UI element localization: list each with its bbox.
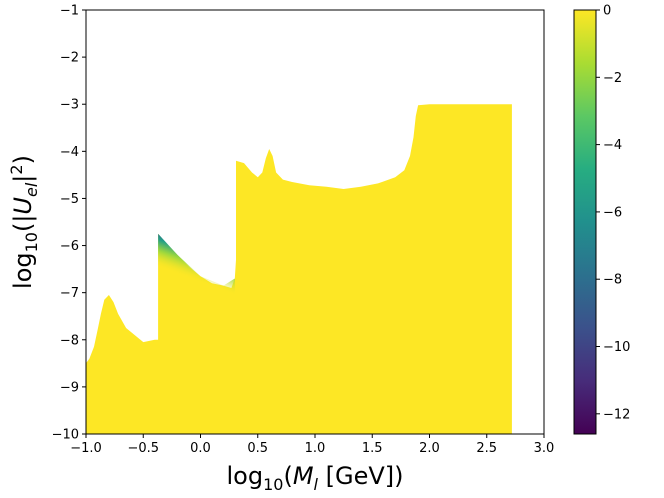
- y-tick-label: −4: [60, 145, 79, 160]
- colorbar-tick-label: −8: [603, 273, 622, 288]
- allowed-region: [86, 104, 512, 434]
- gradient-band: [158, 233, 235, 319]
- x-tick-label: 1.0: [305, 441, 326, 456]
- x-axis-title: log10(Ml [GeV]): [227, 462, 404, 494]
- colorbar-tick-label: −2: [603, 71, 622, 86]
- x-tick-label: 0.5: [247, 441, 268, 456]
- x-tick-label: 2.5: [476, 441, 497, 456]
- colorbar: [573, 9, 597, 435]
- x-tick-label: 1.5: [362, 441, 383, 456]
- colorbar-tick-label: 0: [603, 4, 611, 19]
- colorbar-tick-label: −10: [603, 340, 630, 355]
- x-tick-label: 0.0: [190, 441, 211, 456]
- y-tick-label: −2: [60, 51, 79, 66]
- y-tick-label: −3: [60, 98, 79, 113]
- y-axis-title: log10(|Uel|2): [7, 155, 41, 289]
- y-tick-label: −10: [52, 428, 79, 443]
- colorbar-tick-label: −12: [603, 407, 630, 422]
- y-tick-label: −1: [60, 4, 79, 19]
- y-tick-label: −5: [60, 192, 79, 207]
- x-tick-label: 3.0: [534, 441, 555, 456]
- y-tick-label: −9: [60, 380, 79, 395]
- colorbar-tick-label: −4: [603, 138, 622, 153]
- x-tick-label: 2.0: [419, 441, 440, 456]
- x-tick-label: −1.0: [70, 441, 102, 456]
- y-tick-label: −6: [60, 239, 79, 254]
- colorbar-tick-label: −6: [603, 205, 622, 220]
- y-tick-label: −8: [60, 333, 79, 348]
- x-tick-label: −0.5: [127, 441, 159, 456]
- y-tick-label: −7: [60, 286, 79, 301]
